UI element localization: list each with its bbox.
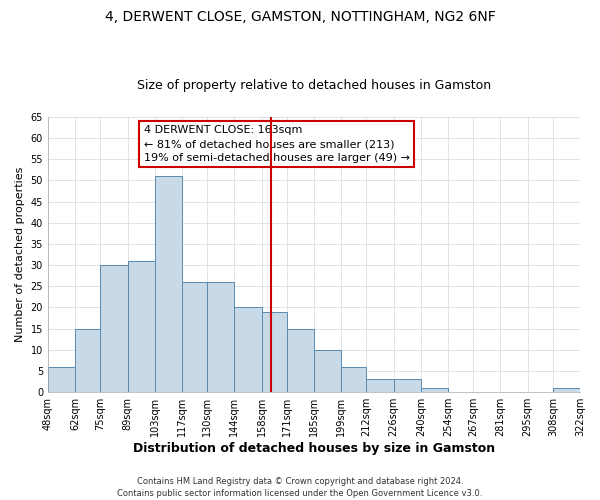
Bar (553, 388, 580, 392)
Title: Size of property relative to detached houses in Gamston: Size of property relative to detached ho… (137, 79, 491, 92)
Bar (421, 388, 448, 392)
Bar (287, 328, 314, 392)
Bar (367, 380, 394, 392)
Text: 4, DERWENT CLOSE, GAMSTON, NOTTINGHAM, NG2 6NF: 4, DERWENT CLOSE, GAMSTON, NOTTINGHAM, N… (104, 10, 496, 24)
Bar (207, 282, 235, 392)
Bar (341, 367, 367, 392)
Bar (262, 312, 287, 392)
Bar (182, 282, 207, 392)
Bar (48, 367, 75, 392)
Bar (314, 350, 341, 392)
Bar (394, 380, 421, 392)
Bar (100, 265, 128, 392)
Bar (128, 261, 155, 392)
Y-axis label: Number of detached properties: Number of detached properties (15, 167, 25, 342)
Text: Contains HM Land Registry data © Crown copyright and database right 2024.
Contai: Contains HM Land Registry data © Crown c… (118, 476, 482, 498)
Bar (155, 176, 182, 392)
Bar (235, 308, 262, 392)
Text: 4 DERWENT CLOSE: 163sqm
← 81% of detached houses are smaller (213)
19% of semi-d: 4 DERWENT CLOSE: 163sqm ← 81% of detache… (143, 125, 410, 163)
Bar (75, 328, 100, 392)
X-axis label: Distribution of detached houses by size in Gamston: Distribution of detached houses by size … (133, 442, 495, 455)
